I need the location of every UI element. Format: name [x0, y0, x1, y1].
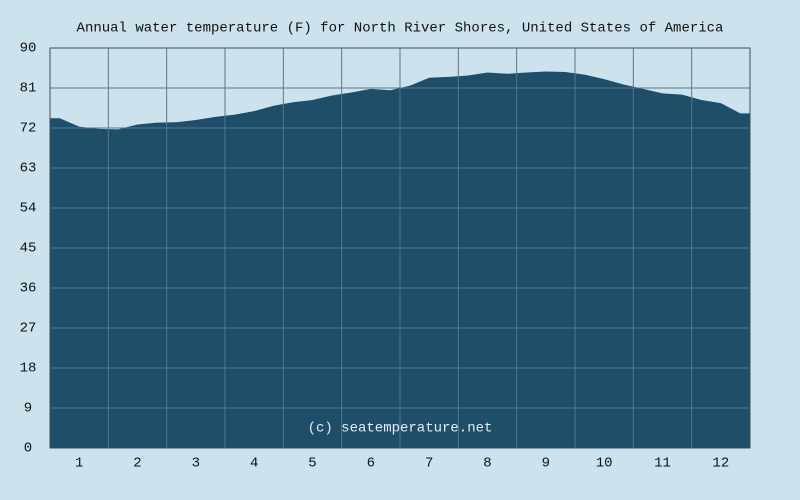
y-tick-label: 27 — [20, 321, 37, 337]
y-tick-label: 54 — [20, 201, 37, 217]
y-tick-label: 9 — [24, 401, 32, 417]
watermark: (c) seatemperature.net — [308, 421, 493, 437]
y-tick-label: 36 — [20, 281, 37, 297]
x-tick-label: 4 — [250, 456, 258, 472]
y-tick-label: 81 — [20, 81, 37, 97]
x-tick-label: 9 — [542, 456, 550, 472]
y-tick-label: 63 — [20, 161, 37, 177]
x-tick-label: 11 — [654, 456, 671, 472]
chart-title: Annual water temperature (F) for North R… — [77, 21, 724, 37]
x-tick-label: 3 — [192, 456, 200, 472]
x-tick-label: 7 — [425, 456, 433, 472]
plot-border — [49, 47, 751, 449]
y-tick-label: 45 — [20, 241, 37, 257]
y-tick-label: 90 — [20, 41, 37, 57]
y-tick-label: 0 — [24, 441, 32, 457]
x-tick-label: 8 — [483, 456, 491, 472]
x-tick-label: 12 — [712, 456, 729, 472]
x-tick-label: 1 — [75, 456, 83, 472]
x-tick-label: 2 — [133, 456, 141, 472]
x-tick-label: 10 — [596, 456, 613, 472]
y-tick-label: 72 — [20, 121, 37, 137]
x-tick-label: 5 — [308, 456, 316, 472]
y-tick-label: 18 — [20, 361, 37, 377]
x-tick-label: 6 — [367, 456, 375, 472]
